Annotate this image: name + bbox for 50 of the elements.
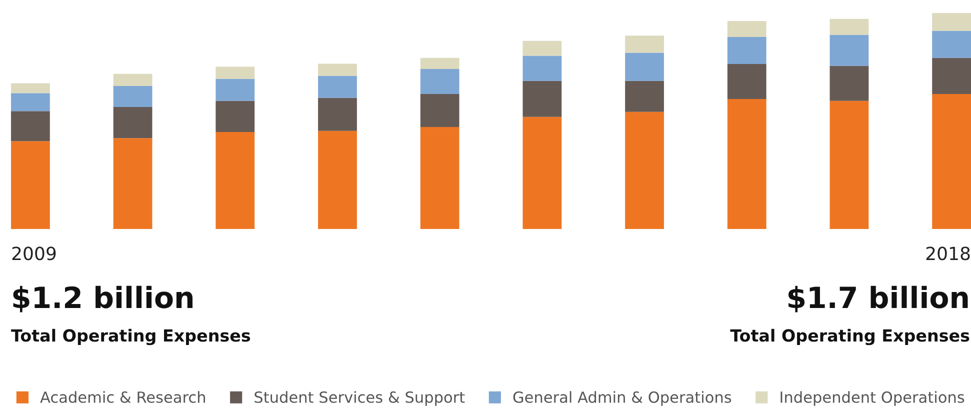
bar (318, 76, 357, 98)
bar (625, 80, 664, 112)
bar (113, 138, 152, 229)
x-tick-label: 2009 (12, 246, 56, 260)
legend-label: Independent Operations (780, 391, 964, 406)
bar (113, 86, 152, 107)
x-tick-label: 2018 (926, 246, 970, 260)
bar (830, 66, 869, 101)
bar (522, 56, 562, 81)
bar (727, 36, 766, 64)
bar (420, 58, 460, 69)
bar (420, 68, 460, 94)
legend-label: General Admin & Operations (513, 391, 732, 406)
text: Total Operating Expenses (730, 328, 970, 346)
text: $1.2 billion (13, 286, 193, 312)
bar (216, 66, 255, 79)
bar (727, 98, 766, 229)
bar (11, 83, 50, 94)
bar (522, 80, 562, 117)
bar (830, 34, 869, 66)
text: $1.7 billion (788, 286, 968, 312)
bar (216, 132, 255, 229)
bar (625, 52, 664, 81)
bar (318, 130, 357, 229)
bar (830, 100, 869, 229)
bar (420, 127, 460, 229)
bar (932, 13, 971, 31)
bar (727, 64, 766, 99)
bar (420, 94, 460, 128)
bar (318, 64, 357, 76)
bar (318, 98, 357, 131)
bar (625, 112, 664, 229)
bar (522, 116, 562, 229)
bar (216, 78, 255, 101)
text: Total Operating Expenses (11, 328, 250, 346)
bar (727, 20, 766, 37)
bar (932, 58, 971, 94)
bar (830, 18, 869, 35)
bar (11, 93, 50, 112)
bar (11, 111, 50, 142)
legend-label: Student Services & Support (254, 391, 465, 406)
bar (625, 36, 664, 53)
bar (11, 141, 50, 229)
bar (932, 94, 971, 229)
legend-label: Academic & Research (40, 391, 205, 403)
bar (522, 40, 562, 56)
bar (113, 106, 152, 138)
bar (216, 100, 255, 132)
bar (113, 74, 152, 86)
bar (932, 30, 971, 58)
